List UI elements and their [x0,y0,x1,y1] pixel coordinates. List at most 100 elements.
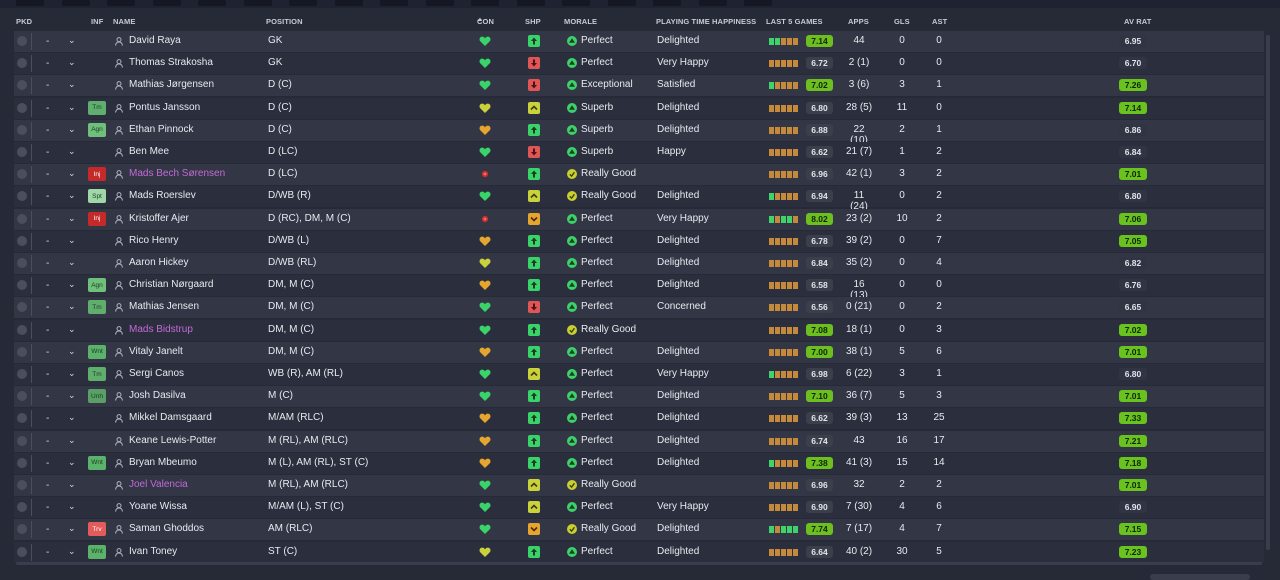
toolbar-tab-button[interactable] [698,0,727,6]
toolbar-tab-button[interactable] [61,0,90,6]
selection-dropdown[interactable]: - ⌄ [31,432,78,450]
selection-dropdown[interactable]: - ⌄ [31,321,78,339]
table-row[interactable]: - ⌄ Trv Saman Ghoddos AM (RLC) Really Good Del… [14,519,1264,541]
pick-checkbox[interactable] [17,235,27,246]
col-morale[interactable]: MORALE [564,17,598,26]
toolbar-tab-button[interactable] [289,0,317,6]
selection-dropdown[interactable]: - ⌄ [31,299,78,317]
table-row[interactable]: - ⌄ Spt Mads Roerslev D/WB (R) Really Good Del… [14,186,1264,212]
info-status-badge[interactable]: Wnt [88,455,106,470]
selection-dropdown[interactable]: - ⌄ [31,277,78,295]
pick-checkbox[interactable] [17,147,27,157]
table-row[interactable]: - ⌄ David Raya GK Perfect Delighted 7.14 44 0 0 6.… [14,31,1264,52]
table-row[interactable]: - ⌄ Wnt Bryan Mbeumo M (L), AM (RL), ST (C) P… [14,452,1264,474]
pick-checkbox[interactable] [17,258,27,268]
selection-dropdown[interactable]: - ⌄ [31,188,78,206]
col-name[interactable]: NAME [113,17,136,26]
col-shp[interactable]: SHP [525,17,541,26]
col-gls[interactable]: GLS [894,17,910,26]
info-status-badge[interactable]: Agn [88,122,106,137]
player-name[interactable]: David Raya [129,35,181,46]
info-status-badge[interactable]: Tm [88,300,106,315]
player-name[interactable]: Saman Ghoddos [129,523,205,535]
toolbar-tab-button[interactable] [653,0,681,6]
player-name[interactable]: Yoane Wissa [129,501,187,513]
toolbar-tab-button[interactable] [471,0,499,6]
table-row[interactable]: - ⌄ Joel Valencia M (RL), AM (RLC) Really Go… [14,475,1264,496]
player-name[interactable]: Thomas Strakosha [129,57,213,69]
table-row[interactable]: - ⌄ Agn Ethan Pinnock D (C) Superb Delighted 6.… [14,119,1264,146]
player-name[interactable]: Mads Roerslev [129,190,196,202]
table-row[interactable]: - ⌄ Tm Pontus Jansson D (C) Superb Delighted 6.… [14,97,1264,119]
info-status-badge[interactable]: Wnt [88,544,106,559]
toolbar-tab-button[interactable] [243,0,272,6]
pick-checkbox[interactable] [17,524,27,535]
table-row[interactable]: - ⌄ Mikkel Damsgaard M/AM (RLC) Perfect Delig… [14,408,1264,430]
player-name[interactable]: Joel Valencia [129,479,188,490]
player-name[interactable]: Ivan Toney [129,545,178,557]
pick-checkbox[interactable] [17,36,27,46]
player-name[interactable]: Keane Lewis-Potter [129,434,217,446]
toolbar-tab-button[interactable] [334,0,363,6]
toolbar-tab-button[interactable] [107,0,135,6]
info-status-badge[interactable]: Tm [88,100,106,115]
selection-dropdown[interactable]: - ⌄ [31,33,78,50]
selection-dropdown[interactable]: - ⌄ [31,144,78,161]
toolbar-tab-button[interactable] [16,0,44,6]
pick-checkbox[interactable] [17,191,27,202]
table-row[interactable]: - ⌄ Rico Henry D/WB (L) Perfect Delighted 6.78… [14,230,1264,252]
vertical-scrollbar[interactable] [1266,35,1270,550]
pick-checkbox[interactable] [17,213,27,224]
horizontal-scrollbar[interactable] [16,562,1262,565]
player-name[interactable]: Pontus Jansson [129,101,201,113]
table-row[interactable]: - ⌄ Ben Mee D (LC) Superb Happy 6.62 21 (7) 1 2 6.… [14,142,1264,163]
pick-checkbox[interactable] [17,457,27,468]
player-name[interactable]: Josh Dasilva [129,390,186,402]
table-row[interactable]: - ⌄ Wnt Vitaly Janelt DM, M (C) Perfect Deligh… [14,341,1264,363]
selection-dropdown[interactable]: - ⌄ [31,99,78,117]
pick-checkbox[interactable] [17,324,27,335]
col-con[interactable]: CON [477,17,494,26]
pick-checkbox[interactable] [17,369,27,379]
player-name[interactable]: Rico Henry [129,234,179,246]
player-name[interactable]: Aaron Hickey [129,257,189,268]
player-name[interactable]: Mathias Jensen [129,301,200,313]
toolbar-tab-button[interactable] [425,0,454,6]
player-name[interactable]: Bryan Mbeumo [129,456,197,468]
pick-checkbox[interactable] [17,169,27,180]
selection-dropdown[interactable]: - ⌄ [31,166,78,184]
pick-checkbox[interactable] [17,346,27,357]
table-row[interactable]: - ⌄ Inj Kristoffer Ajer D (RC), DM, M (C) Per… [14,208,1264,230]
toolbar-tab-button[interactable] [607,0,636,6]
player-name[interactable]: Ben Mee [129,146,170,157]
pick-checkbox[interactable] [17,102,27,113]
selection-dropdown[interactable]: - ⌄ [31,477,78,494]
col-apps[interactable]: APPS [848,17,869,26]
table-row[interactable]: - ⌄ Aaron Hickey D/WB (RL) Perfect Delighted 6… [14,253,1264,274]
selection-dropdown[interactable]: - ⌄ [31,55,78,73]
table-row[interactable]: - ⌄ Tm Sergi Canos WB (R), AM (RL) Perfect Ver… [14,364,1264,385]
selection-dropdown[interactable]: - ⌄ [31,343,78,361]
col-playing-time-happiness[interactable]: PLAYING TIME HAPPINESS [656,17,757,26]
pick-checkbox[interactable] [17,124,27,135]
info-status-badge[interactable]: Agn [88,278,106,293]
player-name[interactable]: Mads Bidstrup [129,323,193,335]
selection-dropdown[interactable]: - ⌄ [31,410,78,428]
table-row[interactable]: - ⌄ Agn Christian Nørgaard DM, M (C) Perfect D… [14,275,1264,301]
table-row[interactable]: - ⌄ Unh Josh Dasilva M (C) Perfect Delighted 7.… [14,386,1264,408]
col-position[interactable]: POSITION [266,17,303,26]
player-name[interactable]: Mikkel Damsgaard [129,412,212,424]
pick-checkbox[interactable] [17,391,27,402]
selection-dropdown[interactable]: - ⌄ [31,543,78,561]
selection-dropdown[interactable]: - ⌄ [31,499,78,517]
pick-checkbox[interactable] [17,280,27,291]
table-row[interactable]: - ⌄ Wnt Ivan Toney ST (C) Perfect Delighted 6.6… [14,541,1264,563]
player-name[interactable]: Sergi Canos [129,368,185,379]
info-status-badge[interactable]: Tm [88,367,106,381]
pick-checkbox[interactable] [17,502,27,513]
info-status-badge[interactable]: Trv [88,522,106,537]
selection-dropdown[interactable]: - ⌄ [31,232,78,250]
pick-checkbox[interactable] [17,302,27,313]
pick-checkbox[interactable] [17,435,27,446]
table-row[interactable]: - ⌄ Mathias Jørgensen D (C) Exceptional Satis… [14,75,1264,97]
